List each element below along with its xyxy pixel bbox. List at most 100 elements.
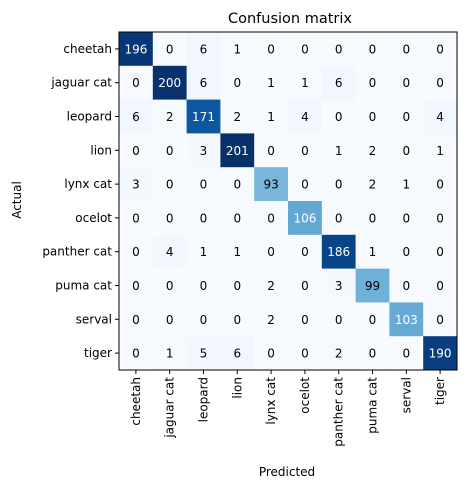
heatmap-cell xyxy=(152,65,188,101)
heatmap-cell xyxy=(423,201,458,236)
heatmap-cell xyxy=(355,99,390,134)
x-tick-label: cheetah xyxy=(129,377,143,426)
heatmap-cell xyxy=(254,133,289,168)
heatmap-cell xyxy=(321,65,357,101)
y-tick-label: tiger xyxy=(84,346,112,360)
heatmap-cell xyxy=(423,65,458,101)
cell-value-label: 4 xyxy=(301,110,309,124)
cell-value-label: 0 xyxy=(436,211,444,225)
heatmap-cell xyxy=(423,32,458,67)
cell-value-label: 0 xyxy=(369,347,377,361)
x-tick-label: lynx cat xyxy=(264,377,278,425)
heatmap-cell xyxy=(389,133,424,168)
heatmap-cell xyxy=(254,99,289,134)
cell-value-label: 0 xyxy=(166,144,174,158)
cell-value-label: 2 xyxy=(267,279,275,293)
x-tick-label: ocelot xyxy=(298,377,312,414)
cell-value-label: 0 xyxy=(200,211,208,225)
heatmap-cell xyxy=(254,167,289,202)
heatmap-cell xyxy=(389,268,424,303)
cell-value-label: 1 xyxy=(267,110,275,124)
y-axis-label: Actual xyxy=(10,181,24,219)
cell-value-label: 0 xyxy=(369,76,377,90)
heatmap-cell xyxy=(355,302,390,337)
cell-value-label: 200 xyxy=(158,76,181,90)
heatmap-cell xyxy=(119,167,154,202)
cell-value-label: 6 xyxy=(233,347,241,361)
heatmap-cell xyxy=(389,167,424,202)
cell-value-label: 93 xyxy=(263,178,278,192)
heatmap-cell xyxy=(321,201,357,236)
cell-value-label: 0 xyxy=(436,245,444,259)
x-tick-label: serval xyxy=(399,377,413,413)
cell-value-label: 2 xyxy=(369,178,377,192)
cell-value-label: 0 xyxy=(132,76,140,90)
heatmap-cell xyxy=(355,32,390,67)
heatmap-cell xyxy=(220,302,255,337)
heatmap-cell xyxy=(355,133,390,168)
heatmap-cell xyxy=(186,268,221,303)
cell-value-label: 0 xyxy=(335,178,343,192)
cells-layer xyxy=(119,32,458,371)
heatmap-cell xyxy=(389,32,424,67)
heatmap-cell xyxy=(186,133,221,168)
heatmap-cell xyxy=(321,234,357,270)
heatmap-cell xyxy=(220,65,255,101)
heatmap-cell xyxy=(355,336,390,371)
x-axis-label: Predicted xyxy=(259,465,315,479)
cell-value-label: 1 xyxy=(335,144,343,158)
y-tick-label: lynx cat xyxy=(64,177,112,191)
cell-value-label: 0 xyxy=(335,42,343,56)
cell-value-label: 99 xyxy=(365,279,380,293)
heatmap-cell xyxy=(423,99,458,134)
heatmap-cell xyxy=(152,268,188,303)
heatmap-cell xyxy=(152,167,188,202)
cell-value-label: 0 xyxy=(301,144,309,158)
heatmap-cell xyxy=(186,32,221,67)
cell-value-label: 0 xyxy=(301,42,309,56)
cell-value-label: 190 xyxy=(429,347,452,361)
cell-value-label: 0 xyxy=(335,211,343,225)
cell-value-label: 0 xyxy=(132,245,140,259)
cell-value-label: 0 xyxy=(335,313,343,327)
x-tick-label: leopard xyxy=(197,377,211,422)
heatmap-cell xyxy=(423,268,458,303)
heatmap-cell xyxy=(186,302,221,337)
cell-value-label: 0 xyxy=(267,245,275,259)
cell-value-label: 0 xyxy=(200,279,208,293)
x-tick-label: tiger xyxy=(433,377,447,405)
heatmap-cell xyxy=(254,65,289,101)
cell-value-label: 106 xyxy=(293,211,316,225)
heatmap-cell xyxy=(119,65,154,101)
y-tick-label: puma cat xyxy=(55,279,112,293)
cell-value-label: 0 xyxy=(402,76,410,90)
cell-value-label: 0 xyxy=(436,42,444,56)
heatmap-cell xyxy=(220,234,255,270)
cell-value-label: 0 xyxy=(436,178,444,192)
cell-value-label: 171 xyxy=(192,110,215,124)
cell-value-label: 4 xyxy=(436,110,444,124)
heatmap-cell xyxy=(355,65,390,101)
heatmap-cell xyxy=(220,32,255,67)
heatmap-cell xyxy=(152,201,188,236)
cell-value-label: 0 xyxy=(402,211,410,225)
cell-value-label: 0 xyxy=(166,279,174,293)
heatmap-cell xyxy=(254,302,289,337)
cell-value-label: 0 xyxy=(301,279,309,293)
cell-value-label: 6 xyxy=(132,110,140,124)
heatmap-cell xyxy=(220,133,255,168)
heatmap-cell xyxy=(254,201,289,236)
heatmap-cell xyxy=(288,32,323,67)
heatmap-cell xyxy=(119,234,154,270)
heatmap-cell xyxy=(288,65,323,101)
cell-value-label: 0 xyxy=(166,211,174,225)
cell-value-label: 1 xyxy=(166,347,174,361)
cell-value-label: 1 xyxy=(267,76,275,90)
heatmap-cell xyxy=(152,234,188,270)
y-tick-label: lion xyxy=(90,143,112,157)
heatmap-cell xyxy=(186,234,221,270)
cell-value-label: 0 xyxy=(132,313,140,327)
heatmap-cell xyxy=(288,133,323,168)
cell-value-label: 0 xyxy=(233,76,241,90)
